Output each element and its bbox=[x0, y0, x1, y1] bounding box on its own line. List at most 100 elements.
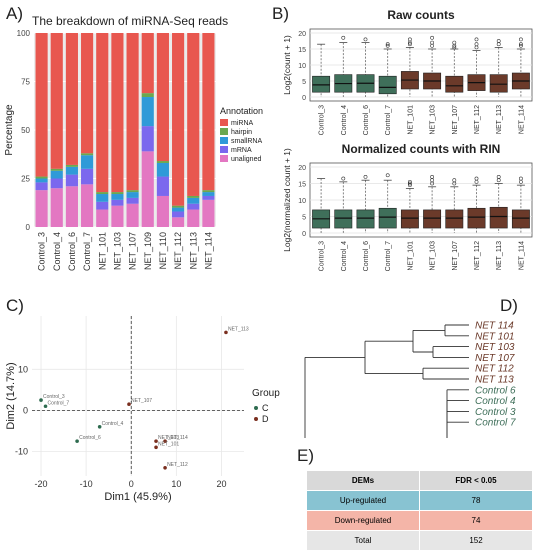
x-tick-label: 10 bbox=[171, 479, 181, 489]
scatter-point bbox=[43, 404, 48, 409]
bar-segment-unaligned bbox=[35, 190, 48, 227]
box-outlier bbox=[385, 42, 390, 47]
bar-segment-hairpin bbox=[202, 190, 215, 193]
box-outlier bbox=[341, 35, 346, 40]
x-tick-label: NET_112 bbox=[474, 105, 481, 134]
bar-segment-hairpin bbox=[35, 176, 48, 179]
leaf-label: NET 113 bbox=[475, 375, 514, 386]
y-tick-label: 100 bbox=[17, 29, 31, 38]
bar-segment-miRNA bbox=[202, 33, 215, 191]
legend-swatch bbox=[220, 128, 228, 135]
bar-segment-unaligned bbox=[96, 209, 109, 227]
panel-label-a: A) bbox=[6, 4, 23, 23]
bar-segment-mRNA bbox=[81, 168, 94, 185]
dem-row-label: Down-regulated bbox=[306, 510, 420, 531]
point-label: NET_103 bbox=[158, 435, 179, 441]
x-tick-label: NET_109 bbox=[143, 232, 153, 270]
x-axis-label: Dim1 (45.9%) bbox=[104, 491, 171, 503]
y-tick-label: 15 bbox=[298, 47, 306, 54]
panel-label-c: C) bbox=[6, 296, 24, 315]
dem-table-row-down: Down-regulated 74 bbox=[306, 510, 533, 531]
box-outlier bbox=[496, 175, 501, 179]
leaf-label: NET 103 bbox=[475, 342, 515, 353]
x-tick-label: NET_103 bbox=[430, 105, 437, 135]
box-NET_112 bbox=[467, 207, 486, 229]
box-NET_107 bbox=[445, 75, 464, 93]
box-outlier bbox=[430, 40, 435, 45]
point-label: Control_3 bbox=[43, 394, 65, 400]
y-tick-label: 0 bbox=[26, 223, 31, 232]
leaf-label: NET 112 bbox=[475, 364, 514, 375]
legend-label: mRNA bbox=[231, 147, 252, 154]
bar-segment-unaligned bbox=[111, 205, 124, 227]
bar-segment-unaligned bbox=[156, 195, 169, 227]
bar-segment-mRNA bbox=[172, 211, 185, 218]
y-tick-label: 5 bbox=[302, 79, 306, 86]
x-tick-label: NET_101 bbox=[407, 105, 414, 135]
raw-counts-boxplot: Raw counts 0 5 10 15 20 Control_3 Control_4 Cont… bbox=[282, 8, 533, 135]
leaf-label: NET 107 bbox=[475, 353, 515, 364]
legend-label: hairpin bbox=[231, 129, 252, 136]
bar-segment-hairpin bbox=[81, 153, 94, 156]
bar-segment-unaligned bbox=[172, 217, 185, 227]
x-tick-label: NET_101 bbox=[407, 241, 414, 271]
x-tick-label: NET_113 bbox=[188, 232, 198, 269]
bar-segment-hairpin bbox=[172, 205, 185, 208]
bar-segment-mRNA bbox=[187, 203, 200, 210]
leaf-label: Control 7 bbox=[475, 418, 516, 429]
bar-segment-smallRNA bbox=[187, 197, 200, 204]
x-tick-label: Control_7 bbox=[385, 105, 392, 135]
chart-title: Raw counts bbox=[387, 8, 455, 22]
y-axis-label: Percentage bbox=[4, 104, 15, 156]
bar-segment-miRNA bbox=[141, 33, 154, 94]
box-outlier bbox=[363, 175, 368, 179]
y-tick-label: 10 bbox=[298, 198, 306, 205]
normalized-counts-boxplot: Normalized counts with RIN 0 5 10 15 20 Contro… bbox=[282, 142, 533, 271]
scatter-point bbox=[154, 445, 158, 450]
bar-segment-smallRNA bbox=[65, 166, 78, 175]
box-outlier bbox=[474, 176, 479, 181]
bar-segment-miRNA bbox=[50, 33, 63, 169]
x-tick-label: Control_3 bbox=[37, 232, 47, 271]
chart-title: Normalized counts with RIN bbox=[342, 142, 501, 156]
bar-segment-miRNA bbox=[65, 33, 78, 165]
bar-segment-mRNA bbox=[126, 197, 139, 204]
bar-segment-smallRNA bbox=[156, 162, 169, 177]
point-label: Control_7 bbox=[48, 400, 70, 406]
dem-table-header-fdr: FDR < 0.05 bbox=[419, 470, 533, 491]
y-tick-label: 25 bbox=[21, 175, 30, 184]
box-outlier bbox=[474, 42, 479, 47]
point-label: NET_107 bbox=[131, 398, 152, 404]
bar-segment-mRNA bbox=[35, 182, 48, 191]
bar-segment-smallRNA bbox=[141, 97, 154, 127]
y-tick-label: 10 bbox=[298, 63, 306, 70]
point-label: Control_4 bbox=[102, 421, 124, 427]
scatter-point bbox=[97, 424, 102, 429]
bar-segment-mRNA bbox=[141, 126, 154, 152]
x-tick-label: 0 bbox=[129, 479, 134, 489]
bar-segment-mRNA bbox=[50, 178, 63, 189]
bar-segment-hairpin bbox=[111, 192, 124, 195]
x-tick-label: -10 bbox=[80, 479, 93, 489]
box-outlier bbox=[430, 35, 435, 40]
box-Control_6 bbox=[356, 209, 375, 229]
bar-segment-hairpin bbox=[141, 93, 154, 98]
scatter-point bbox=[127, 402, 131, 407]
point-label: NET_112 bbox=[167, 462, 188, 468]
legend-label: D bbox=[262, 414, 269, 424]
point-label: NET_101 bbox=[158, 441, 179, 447]
bar-segment-smallRNA bbox=[50, 170, 63, 179]
leaf-label: NET 114 bbox=[475, 321, 514, 332]
bar-segment-unaligned bbox=[50, 188, 63, 227]
leaf-label: NET 101 bbox=[475, 331, 514, 342]
dem-row-value: 152 bbox=[419, 530, 533, 551]
legend-label: smallRNA bbox=[231, 138, 262, 145]
legend-swatch bbox=[220, 146, 228, 153]
bar-segment-smallRNA bbox=[111, 194, 124, 200]
panel-label-d: D) bbox=[500, 296, 518, 315]
box-outlier bbox=[452, 45, 457, 50]
y-axis-label: Log2(count + 1) bbox=[282, 35, 292, 95]
dem-row-label: Up-regulated bbox=[306, 490, 420, 511]
point-label: NET_113 bbox=[228, 326, 249, 332]
